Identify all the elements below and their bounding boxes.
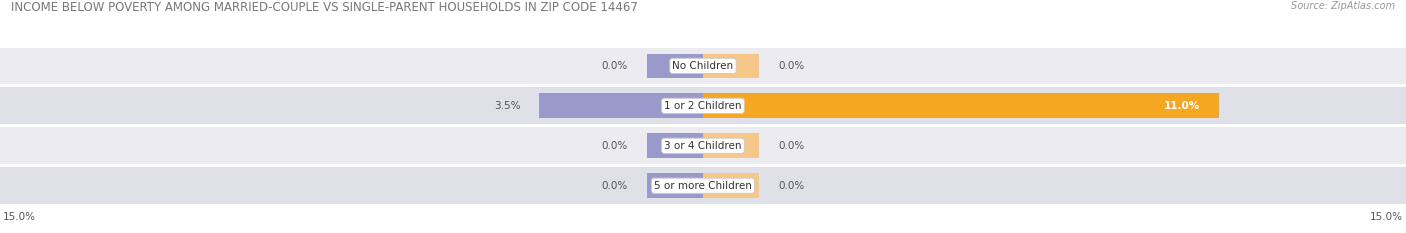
Text: 0.0%: 0.0%: [778, 181, 804, 191]
Text: 15.0%: 15.0%: [1371, 212, 1403, 222]
Bar: [0, 48, 1406, 84]
Text: Source: ZipAtlas.com: Source: ZipAtlas.com: [1291, 1, 1395, 11]
Bar: [0, 127, 1406, 164]
Text: 11.0%: 11.0%: [1164, 101, 1199, 111]
Text: 0.0%: 0.0%: [602, 181, 628, 191]
Bar: [703, 93, 1219, 118]
Bar: [0, 87, 1406, 124]
Bar: [0, 167, 1406, 204]
Bar: [703, 134, 759, 158]
Text: 15.0%: 15.0%: [3, 212, 35, 222]
Bar: [538, 93, 703, 118]
Text: 1 or 2 Children: 1 or 2 Children: [664, 101, 742, 111]
Bar: [647, 134, 703, 158]
Text: INCOME BELOW POVERTY AMONG MARRIED-COUPLE VS SINGLE-PARENT HOUSEHOLDS IN ZIP COD: INCOME BELOW POVERTY AMONG MARRIED-COUPL…: [11, 1, 638, 14]
Text: 0.0%: 0.0%: [602, 141, 628, 151]
Text: No Children: No Children: [672, 61, 734, 71]
Bar: [703, 54, 759, 78]
Bar: [703, 173, 759, 198]
Bar: [647, 173, 703, 198]
Bar: [647, 54, 703, 78]
Text: 3 or 4 Children: 3 or 4 Children: [664, 141, 742, 151]
Text: 0.0%: 0.0%: [778, 61, 804, 71]
Text: 3.5%: 3.5%: [494, 101, 520, 111]
Text: 0.0%: 0.0%: [778, 141, 804, 151]
Text: 5 or more Children: 5 or more Children: [654, 181, 752, 191]
Text: 0.0%: 0.0%: [602, 61, 628, 71]
